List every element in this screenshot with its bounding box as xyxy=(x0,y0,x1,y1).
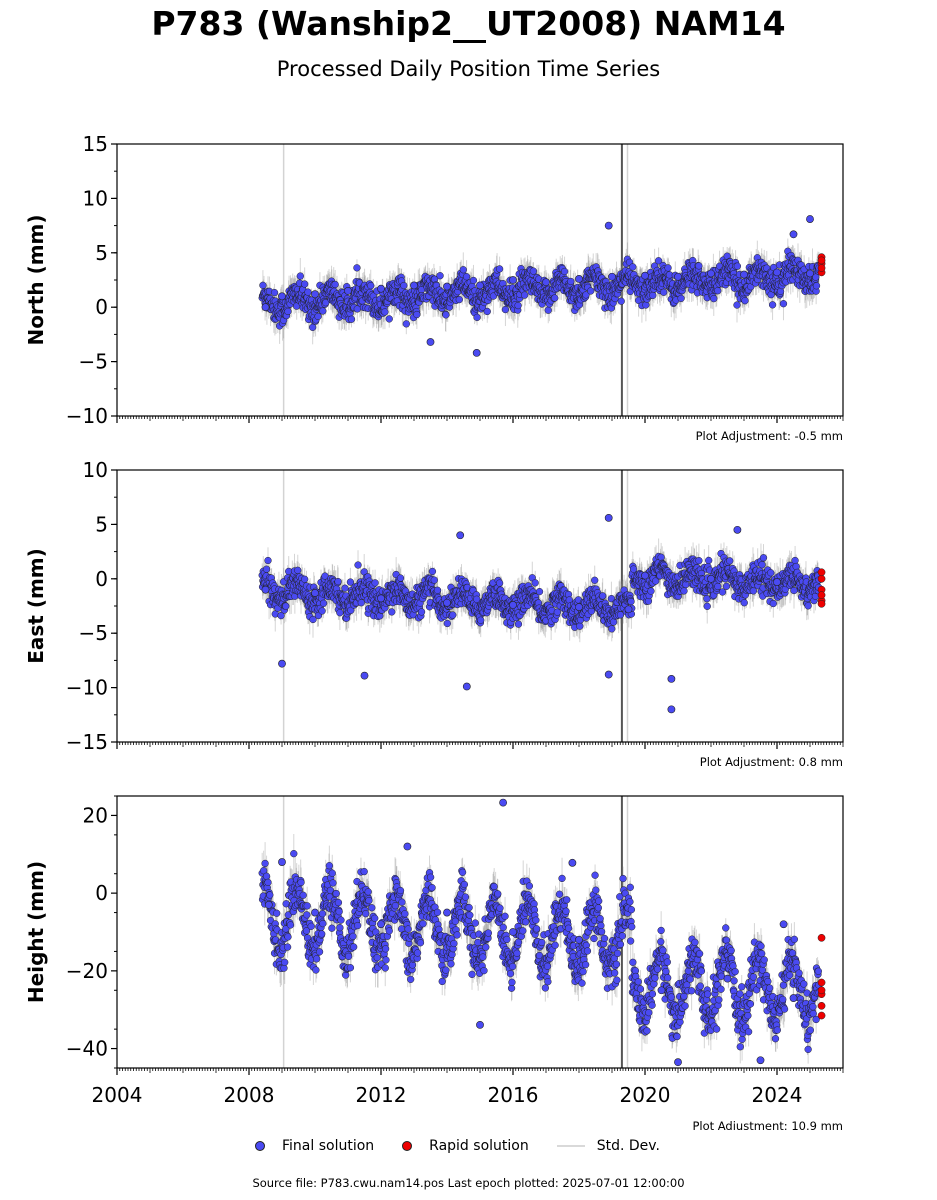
final-point xyxy=(501,305,510,314)
final-point xyxy=(261,303,270,312)
final-point xyxy=(314,312,322,321)
final-point xyxy=(514,301,522,310)
final-point xyxy=(413,310,421,319)
final-point xyxy=(551,294,559,302)
panel-1: −10 −5 0 5 10 15 North (mm) Plot Adjustment: -0… xyxy=(24,132,844,443)
final-point xyxy=(442,311,450,319)
final-point xyxy=(353,264,361,272)
final-solution-points xyxy=(258,513,823,714)
final-point xyxy=(455,295,463,304)
final-point xyxy=(426,338,435,346)
final-point xyxy=(483,307,491,316)
final-point xyxy=(733,262,742,270)
final-point xyxy=(284,307,292,316)
final-point xyxy=(385,315,393,323)
final-point xyxy=(262,565,271,573)
final-point xyxy=(311,290,319,299)
final-point xyxy=(710,294,718,303)
final-point xyxy=(476,281,484,290)
y-tick-label: 10 xyxy=(83,186,108,210)
final-point xyxy=(617,297,625,305)
final-point xyxy=(347,315,356,323)
final-point xyxy=(443,282,451,291)
final-point xyxy=(740,270,748,279)
final-point xyxy=(789,230,798,239)
final-point xyxy=(509,276,517,284)
final-point xyxy=(344,286,352,295)
final-point xyxy=(309,323,317,331)
final-point xyxy=(278,292,286,301)
y-tick-label: 15 xyxy=(83,132,108,156)
final-point xyxy=(301,280,309,288)
final-point xyxy=(582,291,590,299)
final-point xyxy=(377,284,385,293)
final-point xyxy=(400,281,408,290)
final-point xyxy=(469,276,478,285)
final-point xyxy=(542,278,550,287)
final-point xyxy=(381,308,389,316)
final-point xyxy=(544,306,552,314)
final-point xyxy=(473,313,481,322)
final-point xyxy=(520,291,529,299)
final-point xyxy=(812,282,821,290)
final-point xyxy=(629,263,637,271)
final-point xyxy=(641,271,649,280)
final-point xyxy=(462,273,471,281)
rapid-solution-points xyxy=(817,253,826,277)
y-tick-label: −10 xyxy=(66,404,108,428)
final-point xyxy=(587,287,595,295)
final-point xyxy=(660,288,668,296)
final-point xyxy=(270,288,279,297)
final-point xyxy=(674,272,682,281)
plot-area xyxy=(258,470,826,742)
final-point xyxy=(806,215,814,223)
final-point xyxy=(664,264,672,272)
final-point xyxy=(654,257,663,265)
chart-title: P783 (Wanship2__UT2008) NAM14 xyxy=(151,4,786,43)
final-point xyxy=(410,281,418,290)
final-point xyxy=(741,297,749,305)
final-point xyxy=(608,272,616,281)
rapid-point xyxy=(817,264,826,272)
final-point xyxy=(495,265,504,273)
final-point xyxy=(436,272,444,280)
final-point xyxy=(319,307,327,315)
final-point xyxy=(296,272,304,280)
final-point xyxy=(649,291,657,300)
time-series-figure: −10 −5 0 5 10 15 North (mm) Plot Adjustment: -0… xyxy=(24,132,844,1130)
plot-area xyxy=(258,144,826,416)
y-tick-label: 0 xyxy=(95,295,108,319)
y-tick-label: 5 xyxy=(95,241,108,265)
final-point xyxy=(402,320,410,328)
rapid-point xyxy=(817,256,826,265)
chart-subtitle: Processed Daily Position Time Series xyxy=(276,57,661,81)
plot-adjustment-note: Plot Adjustment: -0.5 mm xyxy=(696,429,843,443)
final-point xyxy=(560,267,569,276)
final-point xyxy=(472,348,481,357)
final-point xyxy=(773,268,781,277)
final-point xyxy=(529,267,538,275)
final-point xyxy=(695,262,703,270)
final-point xyxy=(779,300,788,308)
final-point xyxy=(264,556,272,565)
final-point xyxy=(575,275,583,283)
final-point xyxy=(677,294,685,302)
final-point xyxy=(304,288,312,296)
final-point xyxy=(707,269,715,278)
final-point xyxy=(459,266,467,274)
final-point xyxy=(367,282,375,290)
final-point xyxy=(331,280,339,289)
final-point xyxy=(604,221,613,230)
final-point xyxy=(733,301,741,309)
final-point xyxy=(259,281,267,289)
final-point xyxy=(714,287,722,295)
final-point xyxy=(768,301,777,309)
y-tick-label: −5 xyxy=(79,350,108,374)
final-point xyxy=(567,277,575,286)
y-axis-label: North (mm) xyxy=(24,214,48,345)
final-point xyxy=(806,269,814,278)
final-solution-points xyxy=(258,215,823,357)
